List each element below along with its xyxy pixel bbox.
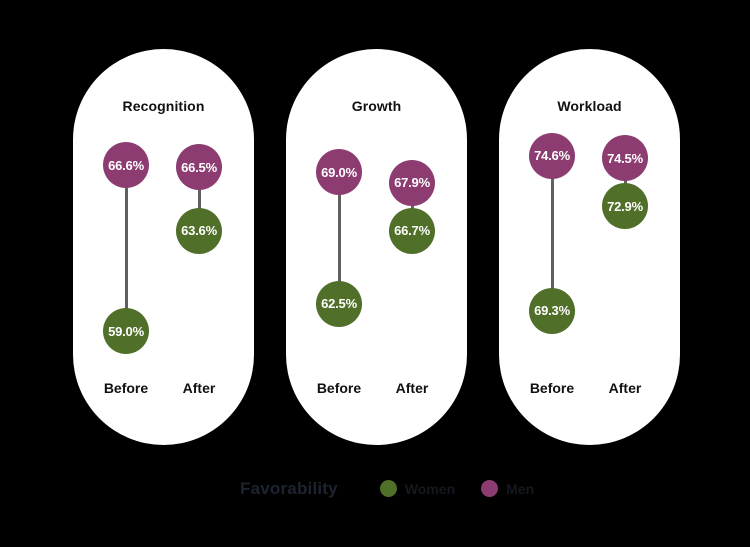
column-label-before: Before bbox=[529, 380, 575, 396]
value-label: 69.0% bbox=[321, 164, 357, 180]
men-dot: 74.6% bbox=[529, 132, 575, 179]
panel-growth: Growth 69.0% 62.5% Before 67.9% 66.7% After bbox=[286, 49, 467, 445]
value-label: 59.0% bbox=[108, 323, 144, 339]
connector-line bbox=[337, 172, 341, 304]
value-label: 74.5% bbox=[607, 150, 643, 166]
legend-item-women: Women bbox=[379, 480, 456, 497]
panel-title: Workload bbox=[557, 98, 622, 114]
men-dot: 69.0% bbox=[316, 149, 362, 196]
men-dot: 66.6% bbox=[103, 142, 149, 189]
legend-items: Women Men bbox=[379, 480, 534, 497]
legend-label-women: Women bbox=[404, 480, 456, 497]
column-label-before: Before bbox=[103, 380, 149, 396]
value-label: 62.5% bbox=[321, 296, 357, 312]
women-dot: 62.5% bbox=[316, 280, 362, 327]
men-dot: 74.5% bbox=[602, 135, 648, 182]
women-swatch-icon bbox=[379, 480, 397, 497]
connector-line bbox=[623, 158, 627, 207]
women-dot: 72.9% bbox=[602, 183, 648, 230]
connector-line bbox=[550, 155, 554, 311]
column-label-after: After bbox=[608, 380, 642, 396]
legend-item-men: Men bbox=[481, 480, 534, 497]
women-dot: 63.6% bbox=[176, 207, 222, 254]
women-dot: 66.7% bbox=[389, 207, 435, 254]
panel-workload: Workload 74.6% 69.3% Before 74.5% 72.9% After bbox=[499, 49, 680, 445]
legend-label-men: Men bbox=[506, 480, 535, 497]
column-label-after: After bbox=[182, 380, 216, 396]
connector-line bbox=[197, 167, 201, 231]
men-dot: 67.9% bbox=[389, 159, 435, 206]
value-label: 66.7% bbox=[394, 223, 430, 239]
women-dot: 69.3% bbox=[529, 287, 575, 334]
value-label: 66.6% bbox=[108, 157, 144, 173]
panel-title: Recognition bbox=[122, 98, 205, 114]
men-swatch-icon bbox=[481, 480, 499, 497]
panel-recognition: Recognition 66.6% 59.0% Before 66.5% 63.6% Aft… bbox=[73, 49, 254, 445]
value-label: 66.5% bbox=[181, 159, 217, 175]
connector-line bbox=[410, 182, 414, 231]
connector-line bbox=[124, 165, 128, 332]
value-label: 69.3% bbox=[534, 303, 570, 319]
men-dot: 66.5% bbox=[176, 144, 222, 191]
value-label: 72.9% bbox=[607, 198, 643, 214]
legend-title: Favorability bbox=[240, 478, 338, 498]
value-label: 74.6% bbox=[534, 148, 570, 164]
legend: Favorability Women Men bbox=[240, 478, 534, 499]
panel-title: Growth bbox=[351, 98, 402, 114]
column-label-after: After bbox=[395, 380, 429, 396]
women-dot: 59.0% bbox=[103, 308, 149, 355]
column-label-before: Before bbox=[316, 380, 362, 396]
value-label: 63.6% bbox=[181, 223, 217, 239]
value-label: 67.9% bbox=[394, 175, 430, 191]
